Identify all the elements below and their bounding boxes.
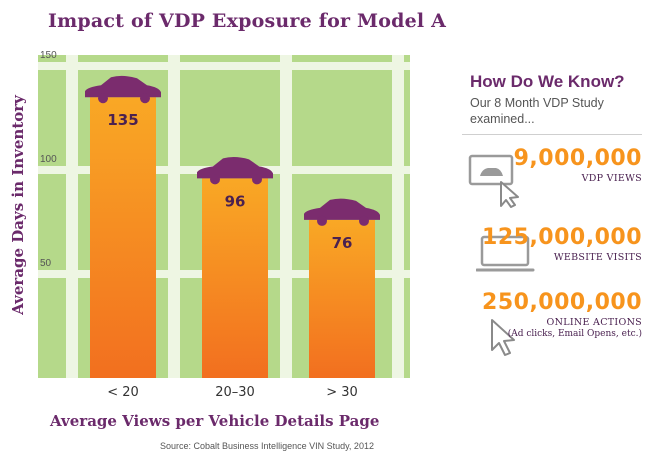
stat-online-actions: 250,000,000 ONLINE ACTIONS (Ad clicks, E…: [482, 290, 642, 339]
stat-vdp-views: 9,000,000 VDP VIEWS: [514, 146, 642, 184]
y-axis-label: Average Days in Inventory: [9, 95, 27, 315]
car-wheel: [140, 93, 150, 104]
car-icon: [85, 75, 161, 98]
car-wheel: [210, 174, 220, 185]
bar: [90, 97, 156, 378]
stat-number: 9,000,000: [513, 146, 642, 171]
x-tick-label: < 20: [107, 385, 139, 400]
x-axis-label: Average Views per Vehicle Details Page: [50, 412, 380, 430]
bar: [202, 178, 268, 378]
panel-divider: [462, 134, 642, 135]
car-icon: [197, 157, 273, 179]
panel-subtitle: Our 8 Month VDP Study examined...: [470, 96, 604, 126]
stat-note: (Ad clicks, Email Opens, etc.): [507, 329, 642, 339]
stat-label: VDP VIEWS: [581, 173, 642, 184]
car-wheel: [317, 215, 327, 226]
stat-number: 125,000,000: [482, 225, 642, 250]
grid-line-vertical: [280, 55, 292, 378]
grid-line-vertical: [392, 55, 404, 378]
car-wheel: [359, 215, 369, 226]
car-wheel: [252, 174, 262, 185]
bar-value-label: 96: [225, 192, 246, 210]
y-tick-label: 100: [40, 154, 57, 165]
stat-website-visits: 125,000,000 WEBSITE VISITS: [482, 225, 642, 263]
chart-title: Impact of VDP Exposure for Model A: [48, 10, 447, 32]
grid-line-horizontal: [38, 62, 410, 70]
laptop-icon: [476, 235, 535, 272]
grid-line-vertical: [168, 55, 180, 378]
stat-label: ONLINE ACTIONS: [546, 317, 642, 328]
x-tick-label: 20–30: [215, 385, 255, 400]
source-note: Source: Cobalt Business Intelligence VIN…: [160, 441, 374, 451]
bar-value-label: 76: [332, 234, 353, 252]
y-tick-label: 150: [40, 50, 57, 61]
car-wheel: [98, 93, 108, 104]
bar: [309, 219, 375, 378]
bar-value-label: 135: [107, 111, 138, 129]
monitor-car-cursor-icon: [468, 154, 519, 208]
car-icon: [304, 198, 380, 220]
x-tick-label: > 30: [326, 385, 358, 400]
grid-line-vertical: [66, 55, 78, 378]
stat-number: 250,000,000: [482, 290, 642, 315]
panel-title: How Do We Know?: [470, 72, 625, 91]
cursor-arrow-icon: [491, 319, 515, 356]
stat-label: WEBSITE VISITS: [553, 252, 642, 263]
y-tick-label: 50: [40, 258, 52, 269]
